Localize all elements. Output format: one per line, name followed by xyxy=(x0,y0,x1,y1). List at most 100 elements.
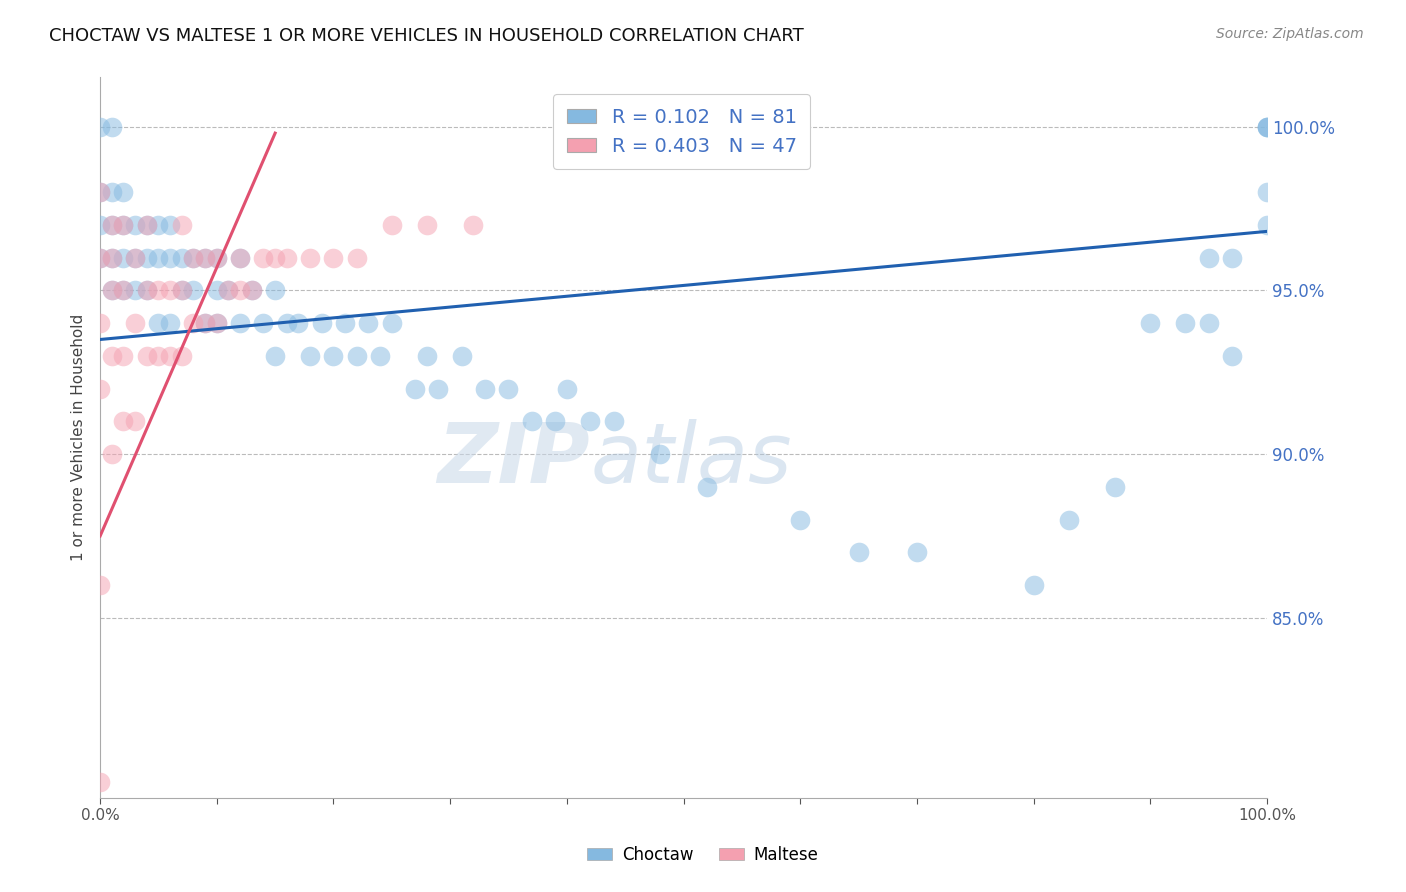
Point xyxy=(101,284,124,298)
Point xyxy=(264,251,287,265)
Point xyxy=(650,447,672,461)
Point xyxy=(381,316,404,330)
Point xyxy=(159,316,181,330)
Point xyxy=(1139,316,1161,330)
Point xyxy=(229,316,252,330)
Point xyxy=(555,382,578,396)
Point xyxy=(89,251,111,265)
Point xyxy=(205,316,228,330)
Point xyxy=(848,545,870,559)
Point xyxy=(299,349,322,363)
Point xyxy=(194,251,217,265)
Point xyxy=(183,251,205,265)
Point xyxy=(1256,218,1278,232)
Point xyxy=(276,316,298,330)
Point xyxy=(346,349,368,363)
Point xyxy=(205,284,228,298)
Point xyxy=(579,414,602,428)
Point xyxy=(229,284,252,298)
Point xyxy=(135,218,157,232)
Point xyxy=(427,382,450,396)
Point xyxy=(135,349,157,363)
Point xyxy=(544,414,567,428)
Point xyxy=(346,251,368,265)
Point xyxy=(333,316,356,330)
Point xyxy=(240,284,263,298)
Point xyxy=(1174,316,1197,330)
Point xyxy=(194,316,217,330)
Point xyxy=(194,316,217,330)
Point xyxy=(217,284,239,298)
Point xyxy=(905,545,928,559)
Legend: Choctaw, Maltese: Choctaw, Maltese xyxy=(581,839,825,871)
Point xyxy=(124,251,146,265)
Point xyxy=(89,120,111,134)
Point xyxy=(264,349,287,363)
Point xyxy=(89,382,111,396)
Point xyxy=(159,218,181,232)
Point xyxy=(148,316,170,330)
Point xyxy=(124,218,146,232)
Point xyxy=(124,251,146,265)
Point xyxy=(322,251,344,265)
Point xyxy=(194,251,217,265)
Point xyxy=(170,284,193,298)
Point xyxy=(159,284,181,298)
Point xyxy=(124,414,146,428)
Point xyxy=(381,218,404,232)
Point xyxy=(240,284,263,298)
Point xyxy=(1057,513,1080,527)
Point xyxy=(89,774,111,789)
Point xyxy=(135,284,157,298)
Point xyxy=(101,218,124,232)
Point xyxy=(311,316,333,330)
Point xyxy=(217,284,239,298)
Point xyxy=(357,316,380,330)
Point xyxy=(148,284,170,298)
Point xyxy=(89,316,111,330)
Text: CHOCTAW VS MALTESE 1 OR MORE VEHICLES IN HOUSEHOLD CORRELATION CHART: CHOCTAW VS MALTESE 1 OR MORE VEHICLES IN… xyxy=(49,27,804,45)
Point xyxy=(789,513,811,527)
Legend: R = 0.102   N = 81, R = 0.403   N = 47: R = 0.102 N = 81, R = 0.403 N = 47 xyxy=(553,95,810,169)
Point xyxy=(498,382,520,396)
Point xyxy=(135,218,157,232)
Point xyxy=(101,120,124,134)
Point xyxy=(229,251,252,265)
Point xyxy=(148,349,170,363)
Point xyxy=(89,578,111,592)
Point xyxy=(148,218,170,232)
Point xyxy=(1198,251,1220,265)
Point xyxy=(299,251,322,265)
Point xyxy=(1104,480,1126,494)
Point xyxy=(1256,120,1278,134)
Text: atlas: atlas xyxy=(591,419,792,500)
Point xyxy=(112,414,135,428)
Point xyxy=(252,316,274,330)
Point xyxy=(183,316,205,330)
Point xyxy=(170,284,193,298)
Point xyxy=(322,349,344,363)
Point xyxy=(170,349,193,363)
Point xyxy=(112,284,135,298)
Point xyxy=(159,349,181,363)
Point xyxy=(112,218,135,232)
Point xyxy=(170,218,193,232)
Point xyxy=(112,284,135,298)
Point xyxy=(89,251,111,265)
Point xyxy=(101,251,124,265)
Point xyxy=(1022,578,1045,592)
Point xyxy=(101,218,124,232)
Point xyxy=(170,251,193,265)
Point xyxy=(229,251,252,265)
Point xyxy=(124,284,146,298)
Point xyxy=(112,251,135,265)
Point xyxy=(1220,349,1243,363)
Point xyxy=(696,480,718,494)
Point xyxy=(183,251,205,265)
Point xyxy=(1198,316,1220,330)
Point xyxy=(416,349,439,363)
Point xyxy=(368,349,391,363)
Point xyxy=(101,447,124,461)
Point xyxy=(112,218,135,232)
Point xyxy=(1220,251,1243,265)
